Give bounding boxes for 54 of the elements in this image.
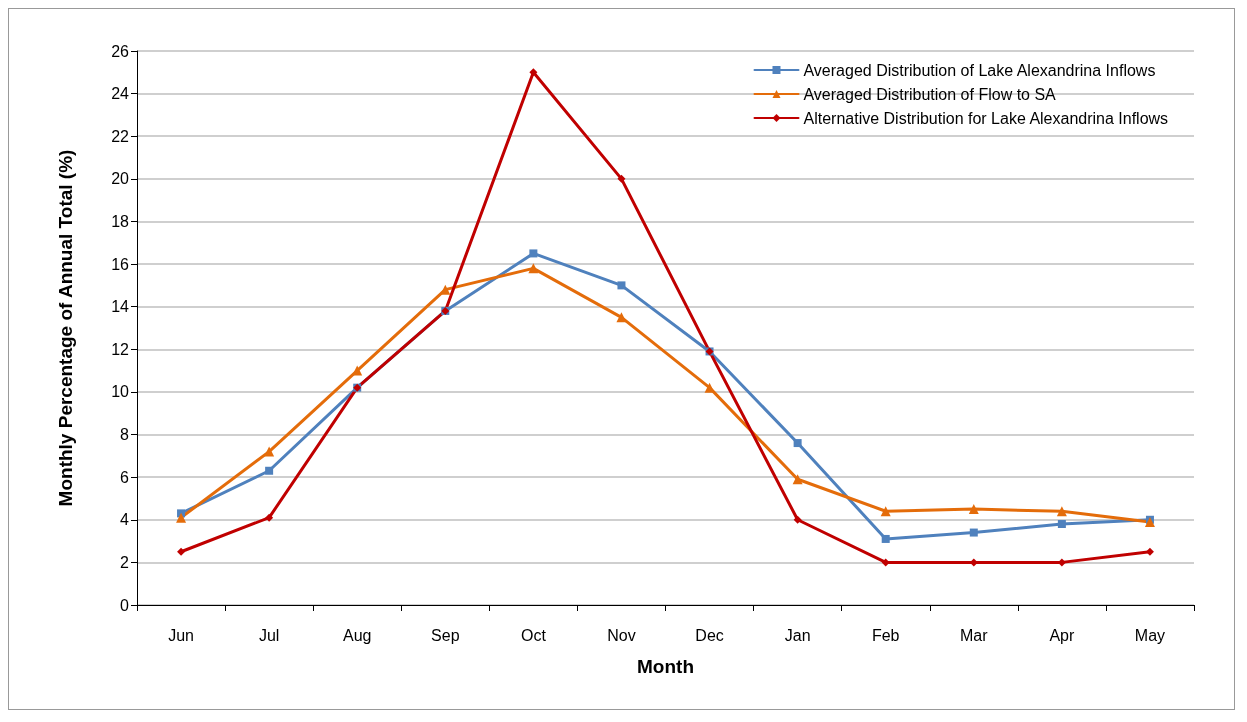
x-tick-label: Jun (168, 626, 194, 644)
point (1057, 520, 1066, 529)
y-tick-label: 0 (120, 596, 130, 614)
point (881, 534, 890, 543)
point (793, 515, 802, 524)
y-tick-label: 2 (120, 553, 130, 571)
point (529, 68, 538, 77)
point (529, 249, 538, 258)
y-tick-label: 10 (111, 383, 130, 401)
y-axis-title: Monthly Percentage of Annual Total (%) (55, 149, 76, 507)
point (176, 512, 187, 523)
x-tick-label: Jul (258, 626, 280, 644)
point (617, 281, 626, 290)
point (352, 365, 363, 376)
y-tick-label: 20 (111, 170, 130, 188)
y-tick-label: 26 (111, 42, 130, 60)
legend-label: Alternative Distribution for Lake Alexandrina Inflows (803, 109, 1169, 127)
x-tick-label: Sep (431, 626, 460, 644)
y-tick-label: 18 (111, 212, 130, 230)
point (265, 513, 274, 522)
x-tick-label: Dec (695, 626, 724, 644)
y-tick-label: 12 (111, 340, 130, 358)
point (969, 528, 978, 537)
y-tick-label: 14 (111, 298, 130, 316)
x-tick-label: Nov (607, 626, 636, 644)
point (792, 474, 803, 485)
point (880, 506, 891, 517)
legend-label: Averaged Distribution of Lake Alexandrina Inflows (803, 61, 1156, 79)
point (1056, 506, 1067, 517)
x-tick-label: Oct (520, 626, 547, 644)
x-axis-title: Month (637, 656, 694, 677)
y-tick-label: 4 (120, 511, 130, 529)
point (616, 312, 627, 323)
point (440, 284, 451, 295)
point (617, 174, 626, 183)
point (265, 466, 274, 475)
x-tick-label: Mar (960, 626, 989, 644)
point (264, 446, 275, 457)
legend-label: Averaged Distribution of Flow to SA (803, 85, 1057, 103)
point (177, 547, 186, 556)
point (968, 504, 979, 515)
x-tick-label: Feb (871, 626, 900, 644)
y-tick-label: 24 (111, 85, 130, 103)
x-tick-label: Aug (342, 626, 372, 644)
point (793, 439, 802, 448)
y-tick-label: 8 (120, 426, 130, 444)
point (528, 263, 539, 274)
x-tick-label: May (1134, 626, 1166, 644)
x-tick-label: Apr (1049, 626, 1075, 644)
y-tick-label: 6 (120, 468, 130, 486)
point (1145, 547, 1154, 556)
x-tick-label: Jan (784, 626, 811, 644)
y-tick-label: 22 (111, 127, 130, 145)
y-tick-label: 16 (111, 255, 130, 273)
